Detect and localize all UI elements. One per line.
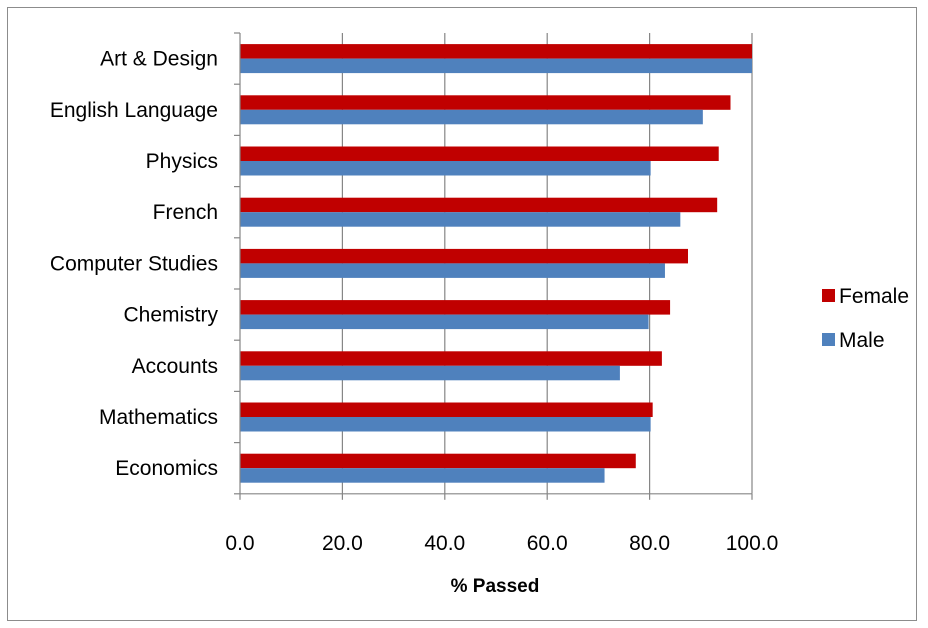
category-label: Mathematics [99, 406, 218, 429]
bar-female [240, 44, 752, 59]
category-label: Economics [115, 457, 218, 480]
category-label: English Language [50, 99, 218, 122]
bar-male [240, 417, 651, 432]
bar-female [240, 248, 688, 264]
category-label: Physics [146, 150, 218, 173]
bar-male [240, 109, 703, 125]
category-labels: Art & Design English Language Physics Frenc… [50, 48, 219, 481]
category-label: Chemistry [123, 304, 218, 327]
bar-male [240, 365, 620, 381]
bar-male [240, 263, 665, 278]
legend-swatch [822, 333, 835, 346]
bar-male [240, 161, 651, 176]
category-label: Accounts [132, 355, 218, 378]
bar-male [240, 468, 605, 483]
x-tick-label: 20.0 [322, 532, 363, 555]
x-tick-label: 100.0 [726, 532, 779, 555]
legend-label: Male [839, 329, 885, 352]
bar-female [240, 146, 719, 161]
bar-female [240, 402, 653, 417]
x-tick-labels: 0.0 20.0 40.0 60.0 80.0 100.0 [225, 532, 778, 555]
category-label: French [153, 201, 218, 224]
x-tick-label: 80.0 [629, 532, 670, 555]
legend-label: Female [839, 285, 909, 308]
bar-female [240, 95, 731, 110]
x-tick-label: 40.0 [424, 532, 465, 555]
axes [234, 32, 753, 500]
category-label: Art & Design [100, 48, 218, 71]
bars [240, 44, 752, 483]
bar-female [240, 197, 718, 213]
bar-male [240, 314, 649, 330]
x-axis-title: % Passed [451, 576, 540, 597]
bar-male [240, 58, 752, 74]
bar-female [240, 300, 671, 315]
legend: Female Male [822, 285, 909, 352]
x-tick-label: 0.0 [225, 532, 254, 555]
bar-female [240, 453, 636, 469]
bar-male [240, 212, 681, 227]
legend-swatch [822, 289, 835, 302]
category-label: Computer Studies [50, 252, 218, 275]
bar-female [240, 351, 662, 366]
x-tick-label: 60.0 [527, 532, 568, 555]
